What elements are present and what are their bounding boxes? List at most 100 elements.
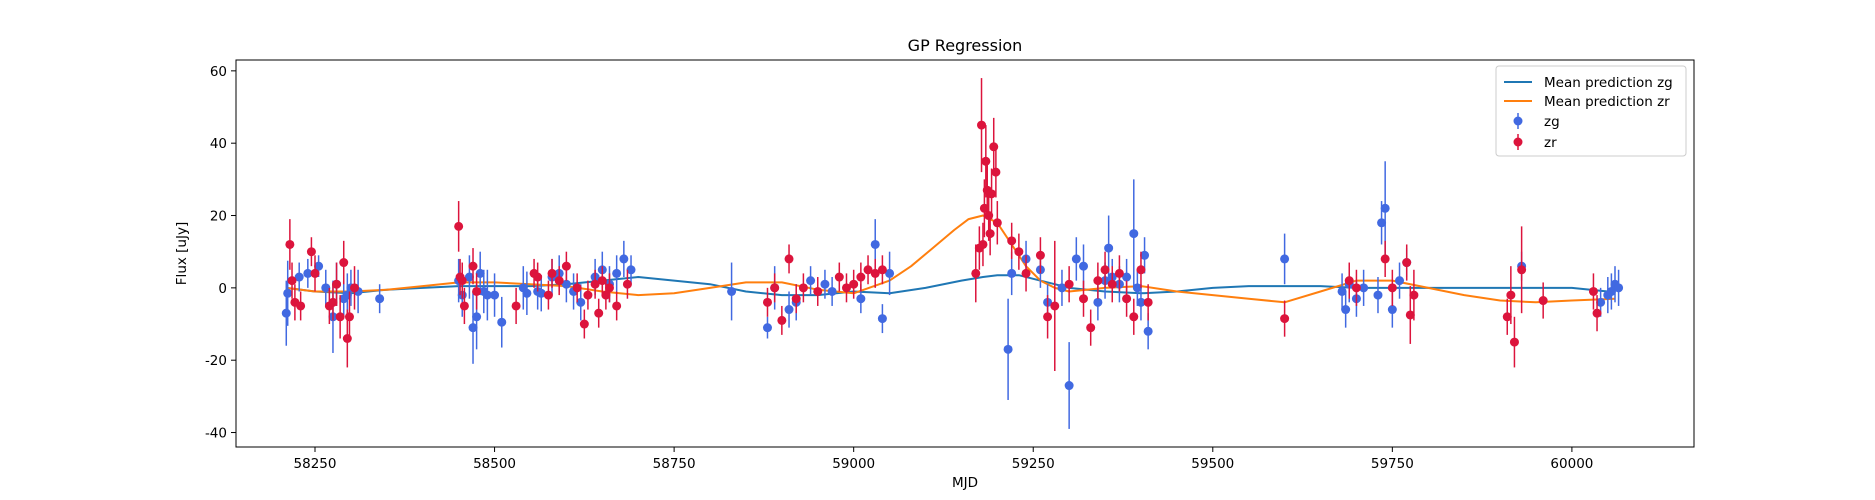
data-point-zg [1280,233,1290,285]
data-point-zg [885,251,895,296]
chart-title: GP Regression [908,36,1023,55]
data-marker [543,290,553,300]
data-point-zr [1280,300,1290,337]
data-marker [971,268,981,278]
data-point-zr [1136,251,1146,288]
data-marker [777,315,787,325]
data-point-zg [727,262,737,321]
data-marker [870,239,880,249]
data-marker [294,272,304,282]
data-marker [1538,296,1548,306]
data-point-zr [1079,280,1089,317]
data-marker [475,268,485,278]
data-marker [1007,268,1017,278]
data-point-zr [813,277,823,306]
data-marker [827,286,837,296]
data-marker [303,268,313,278]
data-point-zg [1337,273,1347,310]
data-marker [561,261,571,271]
data-marker [1014,247,1024,257]
data-point-zr [597,266,607,296]
data-marker [1373,290,1383,300]
data-marker [798,283,808,293]
data-point-zr [339,240,349,285]
legend-point [1513,137,1523,147]
data-marker [856,272,866,282]
data-point-zg [536,275,546,312]
data-point-zr [1592,295,1602,332]
data-marker [339,258,349,268]
data-point-zr [1502,298,1512,335]
data-marker [375,294,385,304]
data-marker [464,272,474,282]
data-point-zr [594,298,604,328]
data-point-zr [459,287,469,325]
data-marker [813,286,823,296]
data-point-zr [344,291,354,343]
data-marker [572,283,582,293]
data-marker [321,283,331,293]
data-marker [601,290,611,300]
data-point-zr [1064,266,1074,303]
data-point-zr [454,201,464,252]
data-marker [285,239,295,249]
data-marker [1402,258,1412,268]
data-marker [885,268,895,278]
data-marker [283,288,293,298]
data-marker [1387,305,1397,315]
data-point-zg [820,269,830,299]
data-marker [991,167,1001,177]
data-point-zg [1395,262,1405,299]
data-marker [306,247,316,257]
data-point-zr [1014,233,1024,270]
data-marker [841,283,851,293]
data-marker [1380,254,1390,264]
y-tick-label: 60 [210,64,227,80]
data-point-zg [1359,269,1369,306]
data-point-zg [784,291,794,328]
data-marker [1592,308,1602,318]
data-marker [981,156,991,166]
data-point-zr [1538,282,1548,319]
data-point-zr [1344,262,1354,299]
data-point-zr [554,266,564,296]
data-point-zr [543,280,553,310]
data-point-zr [612,291,622,321]
data-point-zr [511,287,521,325]
data-point-zr [472,273,482,310]
data-point-zr [1007,222,1017,259]
data-point-zg [1373,277,1383,314]
data-marker [1606,286,1616,296]
data-point-zg [1341,291,1351,328]
data-point-zg [877,304,887,334]
data-marker [1140,250,1150,260]
data-point-zr [1143,284,1153,321]
legend-box [1495,65,1687,157]
data-point-zr [332,262,342,306]
data-marker [849,279,859,289]
data-marker [522,288,532,298]
data-marker [1122,294,1132,304]
data-marker [547,268,557,278]
x-tick-label: 59000 [832,456,875,472]
data-point-zr [991,146,1001,198]
data-point-zg [283,260,293,326]
data-marker [1405,310,1415,320]
data-marker [457,276,467,286]
data-marker [1344,276,1354,286]
data-point-zr [791,284,801,314]
data-marker [762,323,772,333]
data-marker [1502,312,1512,322]
data-marker [877,314,887,324]
y-tick-label: -40 [205,426,227,442]
data-marker [1021,268,1031,278]
data-marker [468,323,478,333]
data-marker [454,221,464,231]
data-marker [784,305,794,315]
data-marker [1341,305,1351,315]
data-marker [1093,276,1103,286]
data-point-zr [777,305,787,335]
data-marker [576,297,586,307]
data-point-zr [1107,266,1117,303]
data-marker [1506,290,1516,300]
